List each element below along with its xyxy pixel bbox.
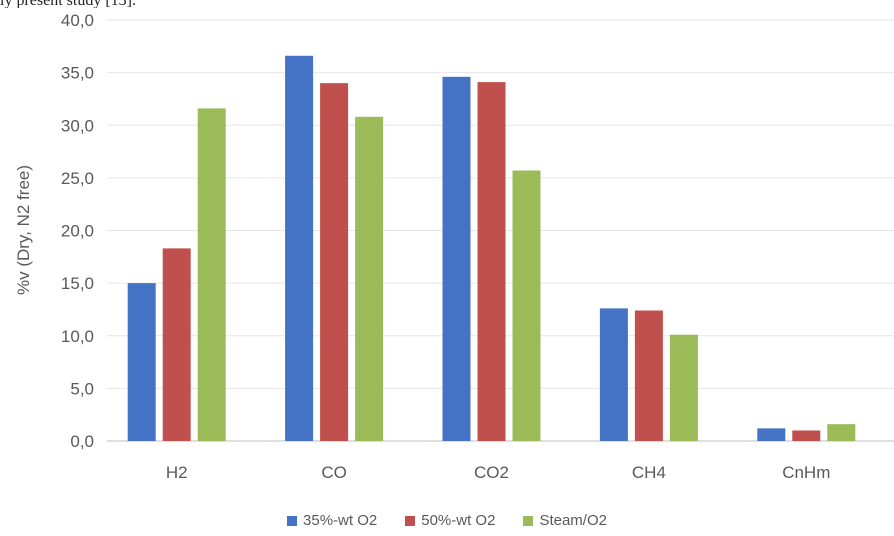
y-tick-label: 5,0 <box>70 379 94 398</box>
legend-swatch-series-2 <box>405 515 416 526</box>
y-tick-label: 20,0 <box>61 222 94 241</box>
x-tick-label: CO <box>321 463 347 482</box>
legend-item-series-1: 35%-wt O2 <box>287 512 377 529</box>
bar-co-series-2 <box>320 83 349 442</box>
legend-item-series-2: 50%-wt O2 <box>405 512 495 529</box>
legend-label-series-1: 35%-wt O2 <box>303 512 378 529</box>
x-tick-label: H2 <box>166 463 188 482</box>
bar-ch4-series-3 <box>669 334 698 441</box>
bar-co2-series-3 <box>512 170 541 441</box>
bar-co2-series-1 <box>442 76 471 442</box>
bar-co2-series-2 <box>477 82 506 441</box>
y-tick-label: 0,0 <box>70 432 94 451</box>
bar-ch4-series-1 <box>599 308 628 441</box>
y-tick-label: 40,0 <box>61 11 94 30</box>
bar-h2-series-2 <box>162 248 191 441</box>
y-tick-labels: 0,0 5,0 10,0 15,0 20,0 25,0 30,0 35,0 40,0 <box>61 11 94 451</box>
bar-co-series-1 <box>285 55 314 441</box>
bar-co-series-3 <box>355 116 384 441</box>
bar-h2-series-3 <box>197 108 226 441</box>
legend-item-series-3: Steam/O2 <box>523 512 607 529</box>
x-tick-label: CH4 <box>632 463 666 482</box>
bars <box>127 55 856 442</box>
y-tick-label: 35,0 <box>61 64 94 83</box>
bar-cnhm-series-3 <box>827 424 856 441</box>
x-tick-label: CO2 <box>474 463 509 482</box>
bar-ch4-series-2 <box>634 310 663 441</box>
y-tick-label: 10,0 <box>61 327 94 346</box>
legend-label-series-2: 50%-wt O2 <box>421 512 496 529</box>
legend-swatch-series-3 <box>523 515 534 526</box>
x-tick-label: CnHm <box>782 463 830 482</box>
x-tick-labels: H2 CO CO2 CH4 CnHm <box>166 463 831 482</box>
bar-cnhm-series-2 <box>792 430 821 441</box>
bar-cnhm-series-1 <box>757 428 786 441</box>
legend-label-series-3: Steam/O2 <box>539 512 607 529</box>
legend: 35%-wt O2 50%-wt O2 Steam/O2 <box>0 512 894 529</box>
bar-h2-series-1 <box>127 283 156 441</box>
legend-swatch-series-1 <box>287 515 298 526</box>
y-tick-label: 25,0 <box>61 169 94 188</box>
y-tick-label: 30,0 <box>61 116 94 135</box>
y-tick-label: 15,0 <box>61 274 94 293</box>
caption-fragment: ly present study [13]. <box>0 0 360 8</box>
y-axis-label: %v (Dry, N2 free) <box>14 165 33 295</box>
